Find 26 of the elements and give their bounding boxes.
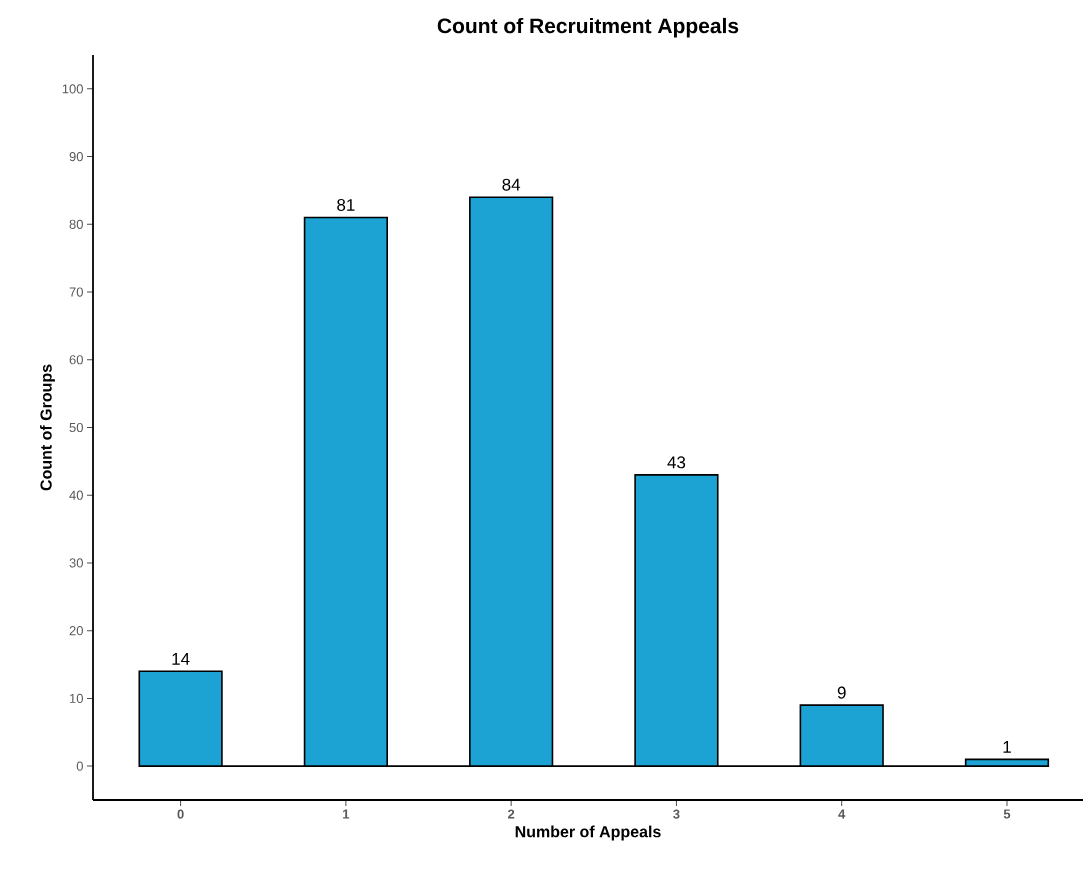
y-tick-label: 100 — [62, 84, 83, 94]
data-label: 43 — [667, 456, 686, 469]
y-axis-title: Count of Groups — [40, 364, 55, 491]
x-tick-label: 5 — [1003, 809, 1011, 819]
data-label: 14 — [172, 653, 190, 665]
x-tick-label: 0 — [177, 809, 184, 819]
y-tick-label: 30 — [69, 558, 83, 568]
chart-title: Count of Recruitment Appeals — [437, 17, 739, 38]
data-label: 9 — [837, 686, 846, 699]
y-tick-label: 60 — [69, 355, 83, 365]
x-tick-label: 4 — [838, 809, 846, 819]
data-label: 1 — [1003, 741, 1011, 753]
x-tick-label: 1 — [343, 809, 350, 819]
y-tick-label: 10 — [70, 693, 83, 703]
x-tick-label: 2 — [507, 809, 515, 819]
x-tick-label: 3 — [673, 809, 680, 819]
y-tick-label: 0 — [76, 761, 83, 771]
y-tick-label: 70 — [69, 287, 83, 297]
y-tick-label: 20 — [69, 626, 83, 636]
data-label: 84 — [502, 178, 521, 191]
data-label: 81 — [337, 198, 355, 212]
y-tick-label: 90 — [69, 151, 83, 162]
x-axis-title: Number of Appeals — [515, 825, 661, 841]
y-tick-label: 40 — [69, 490, 83, 500]
y-tick-label: 50 — [69, 422, 83, 433]
y-tick-label: 80 — [69, 219, 83, 229]
